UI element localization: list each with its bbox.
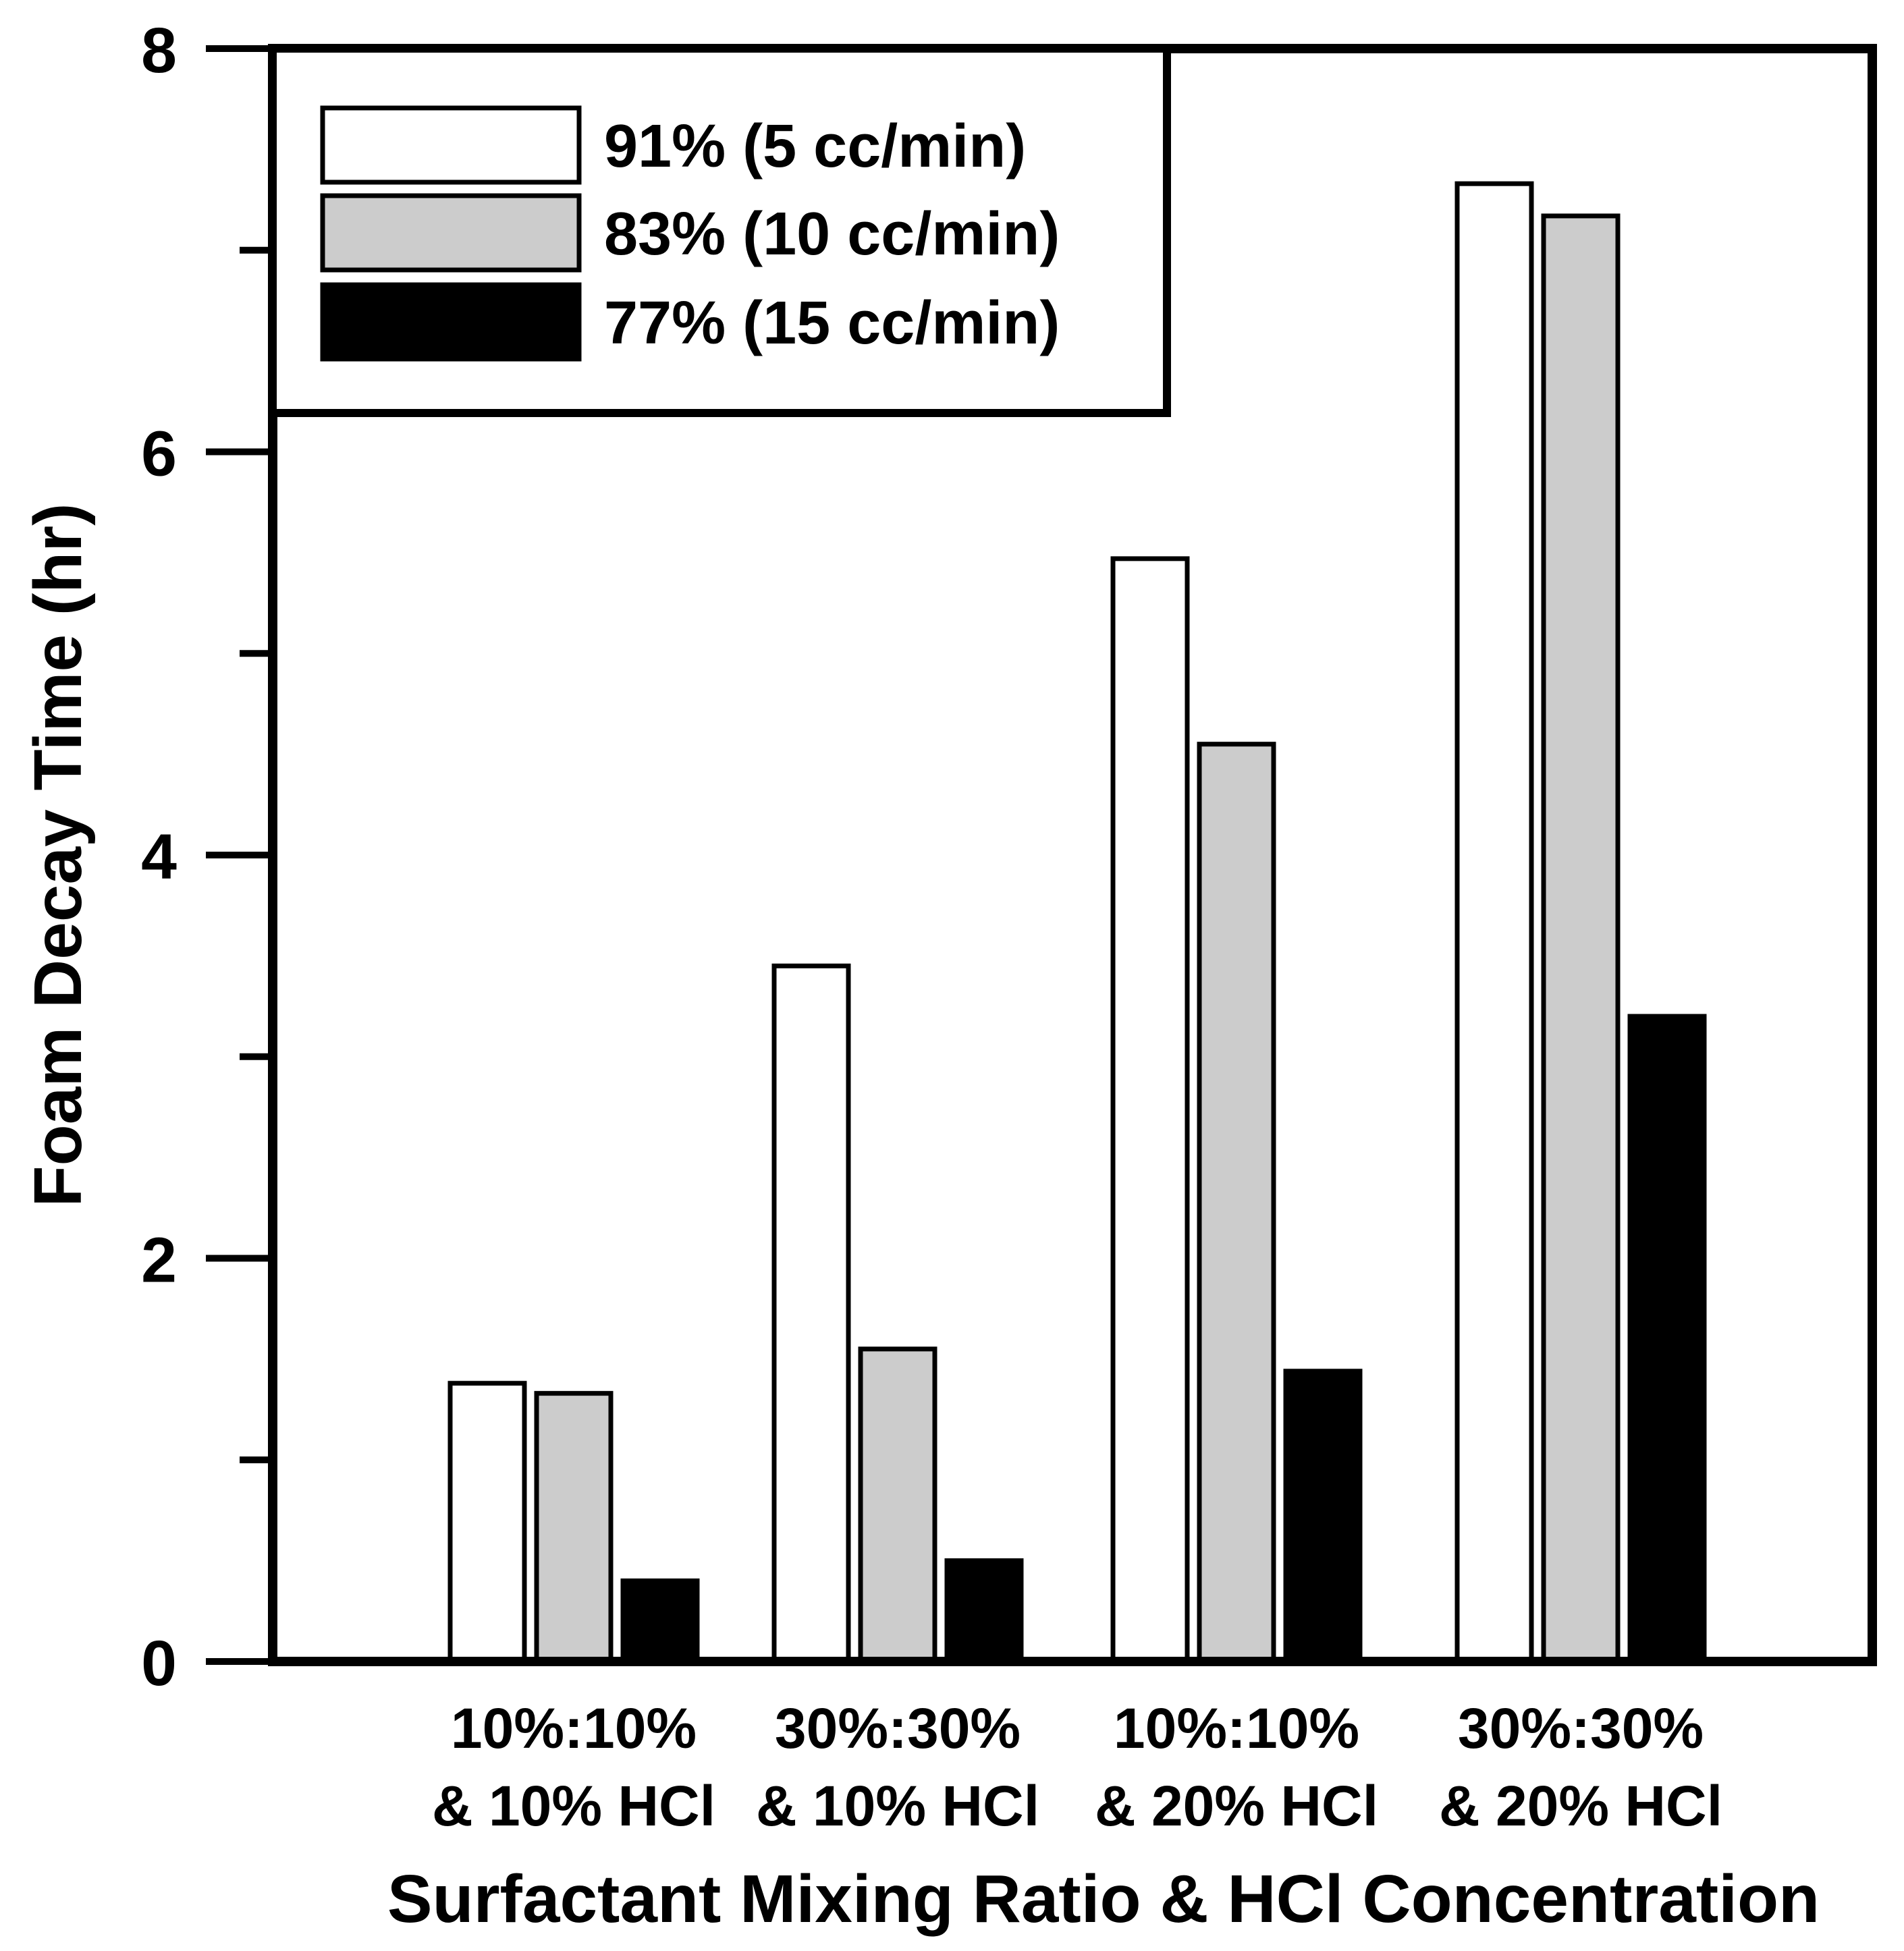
x-tick-label: 30%:30%	[775, 1697, 1021, 1760]
x-tick-label: & 10% HCl	[756, 1774, 1039, 1838]
x-tick-label: & 20% HCl	[1095, 1774, 1378, 1838]
bar-series-3-category-1	[620, 1578, 700, 1664]
x-axis-label: Surfactant Mixing Ratio & HCl Concentrat…	[387, 1861, 1820, 1937]
bar-series-3-category-4	[1627, 1014, 1707, 1664]
legend-label-2: 83% (10 cc/min)	[604, 200, 1060, 268]
legend: 91% (5 cc/min) 83% (10 cc/min) 77% (15 cc/…	[269, 45, 1171, 417]
bar-series-1-category-3	[1110, 556, 1190, 1664]
bar-series-1-category-4	[1454, 181, 1534, 1664]
x-tick-label: & 20% HCl	[1439, 1774, 1722, 1838]
x-tick-label: 30%:30%	[1458, 1697, 1704, 1760]
legend-swatch-1	[320, 105, 582, 185]
y-tick-label: 4	[141, 821, 177, 893]
x-tick-label: & 10% HCl	[432, 1774, 715, 1838]
axis-layer: 0 2 4 6 8 10%:10% & 10% HCl 30%:30% & 10% HCl 10%…	[141, 15, 1722, 1838]
legend-swatch-3	[320, 282, 582, 362]
y-axis-label: Foam Decay Time (hr)	[20, 503, 96, 1207]
legend-label-1: 91% (5 cc/min)	[604, 113, 1026, 180]
bar-series-2-category-2	[858, 1346, 937, 1664]
x-tick-label: 10%:10%	[1114, 1697, 1359, 1760]
bar-series-2-category-3	[1197, 742, 1276, 1664]
x-tick-label: 10%:10%	[451, 1697, 697, 1760]
legend-swatch-2	[320, 193, 582, 273]
y-tick-label: 8	[141, 15, 177, 86]
bar-series-3-category-3	[1283, 1369, 1363, 1664]
y-tick-label: 2	[141, 1225, 177, 1296]
bar-series-3-category-2	[944, 1558, 1024, 1664]
bars-layer	[447, 181, 1707, 1664]
legend-label-3: 77% (15 cc/min)	[604, 290, 1060, 357]
bar-series-2-category-1	[534, 1391, 614, 1664]
bar-series-2-category-4	[1541, 213, 1621, 1664]
y-tick-label: 0	[141, 1628, 177, 1699]
y-tick-label: 6	[141, 418, 177, 490]
bar-series-1-category-1	[447, 1381, 527, 1664]
bar-series-1-category-2	[771, 963, 851, 1664]
